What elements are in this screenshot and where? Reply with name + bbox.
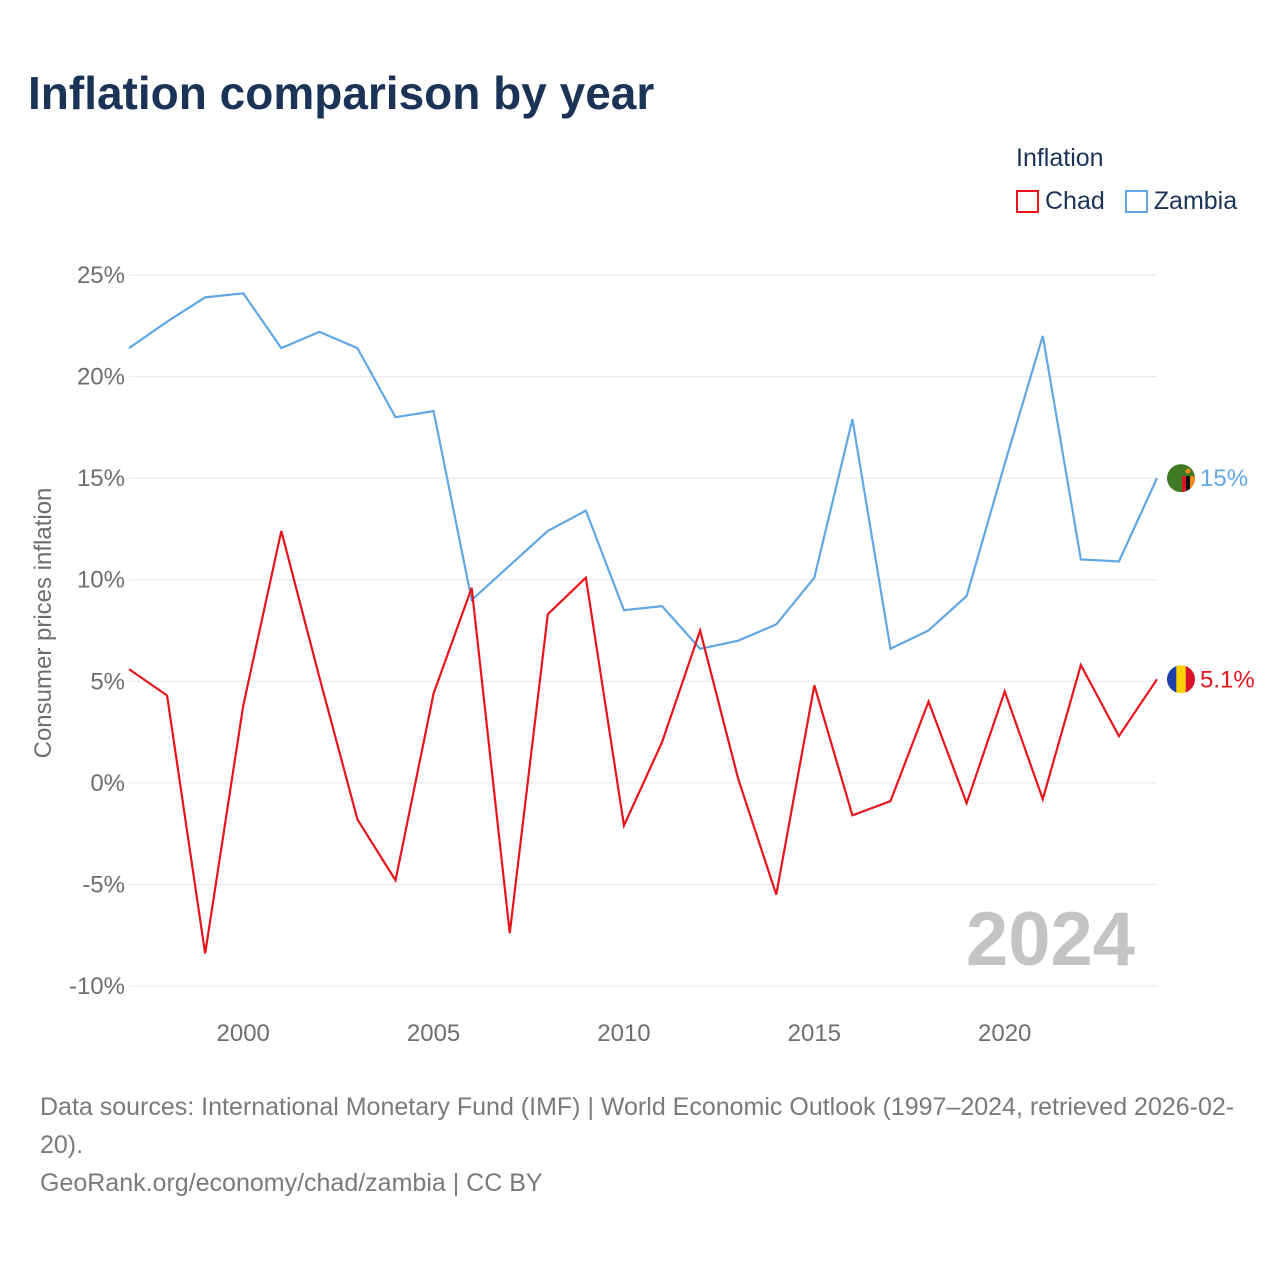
line-chart: 25% 20% 15% 10% 5% 0% -5% -10% 2000 2005 2010 2015… xyxy=(30,262,1255,1047)
flag-eagle xyxy=(1185,468,1191,474)
legend-swatch-zambia xyxy=(1124,190,1148,213)
x-tick-label: 2000 xyxy=(217,1020,270,1047)
flag-stripe xyxy=(1186,476,1190,493)
legend: Inflation Chad Zambia xyxy=(1016,144,1237,216)
y-axis-label: Consumer prices inflation xyxy=(30,488,57,759)
flag-stripe xyxy=(1176,665,1186,694)
y-tick-label: 10% xyxy=(77,567,125,594)
y-tick-label: -10% xyxy=(69,973,125,1000)
y-tick-label: 20% xyxy=(77,364,125,391)
legend-item-chad[interactable]: Chad xyxy=(1016,187,1105,216)
legend-swatch-chad xyxy=(1016,190,1039,213)
legend-label-zambia: Zambia xyxy=(1153,187,1238,215)
y-tick-label: 25% xyxy=(77,262,125,289)
legend-title: Inflation xyxy=(1016,144,1104,172)
y-tick-label: -5% xyxy=(82,871,125,898)
data-sources: Data sources: International Monetary Fun… xyxy=(40,1093,1235,1159)
legend-label-chad: Chad xyxy=(1045,187,1105,215)
x-tick-label: 2010 xyxy=(597,1020,650,1047)
x-tick-label: 2005 xyxy=(407,1020,460,1047)
flag-stripe xyxy=(1167,665,1177,694)
flag-stripe xyxy=(1185,665,1195,694)
zambia-flag-icon xyxy=(1167,464,1195,493)
series-line-chad xyxy=(128,530,1158,954)
x-tick-label: 2020 xyxy=(978,1020,1031,1047)
chad-flag-icon xyxy=(1167,665,1195,694)
flag-stripe xyxy=(1190,476,1195,493)
y-tick-label: 0% xyxy=(90,770,125,797)
legend-item-zambia[interactable]: Zambia xyxy=(1124,187,1238,216)
footer: Data sources: International Monetary Fun… xyxy=(40,1088,1250,1202)
end-label-zambia: 15% xyxy=(1200,465,1248,492)
x-tick-label: 2015 xyxy=(788,1020,841,1047)
y-tick-label: 15% xyxy=(77,465,125,492)
series-line-zambia xyxy=(128,292,1159,651)
credit-link[interactable]: GeoRank.org/economy/chad/zambia | CC BY xyxy=(40,1169,543,1197)
end-label-chad: 5.1% xyxy=(1200,666,1255,693)
flag-stripe xyxy=(1182,476,1186,493)
chart-title: Inflation comparison by year xyxy=(28,67,655,119)
year-watermark: 2024 xyxy=(966,897,1135,982)
y-tick-label: 5% xyxy=(90,668,125,695)
